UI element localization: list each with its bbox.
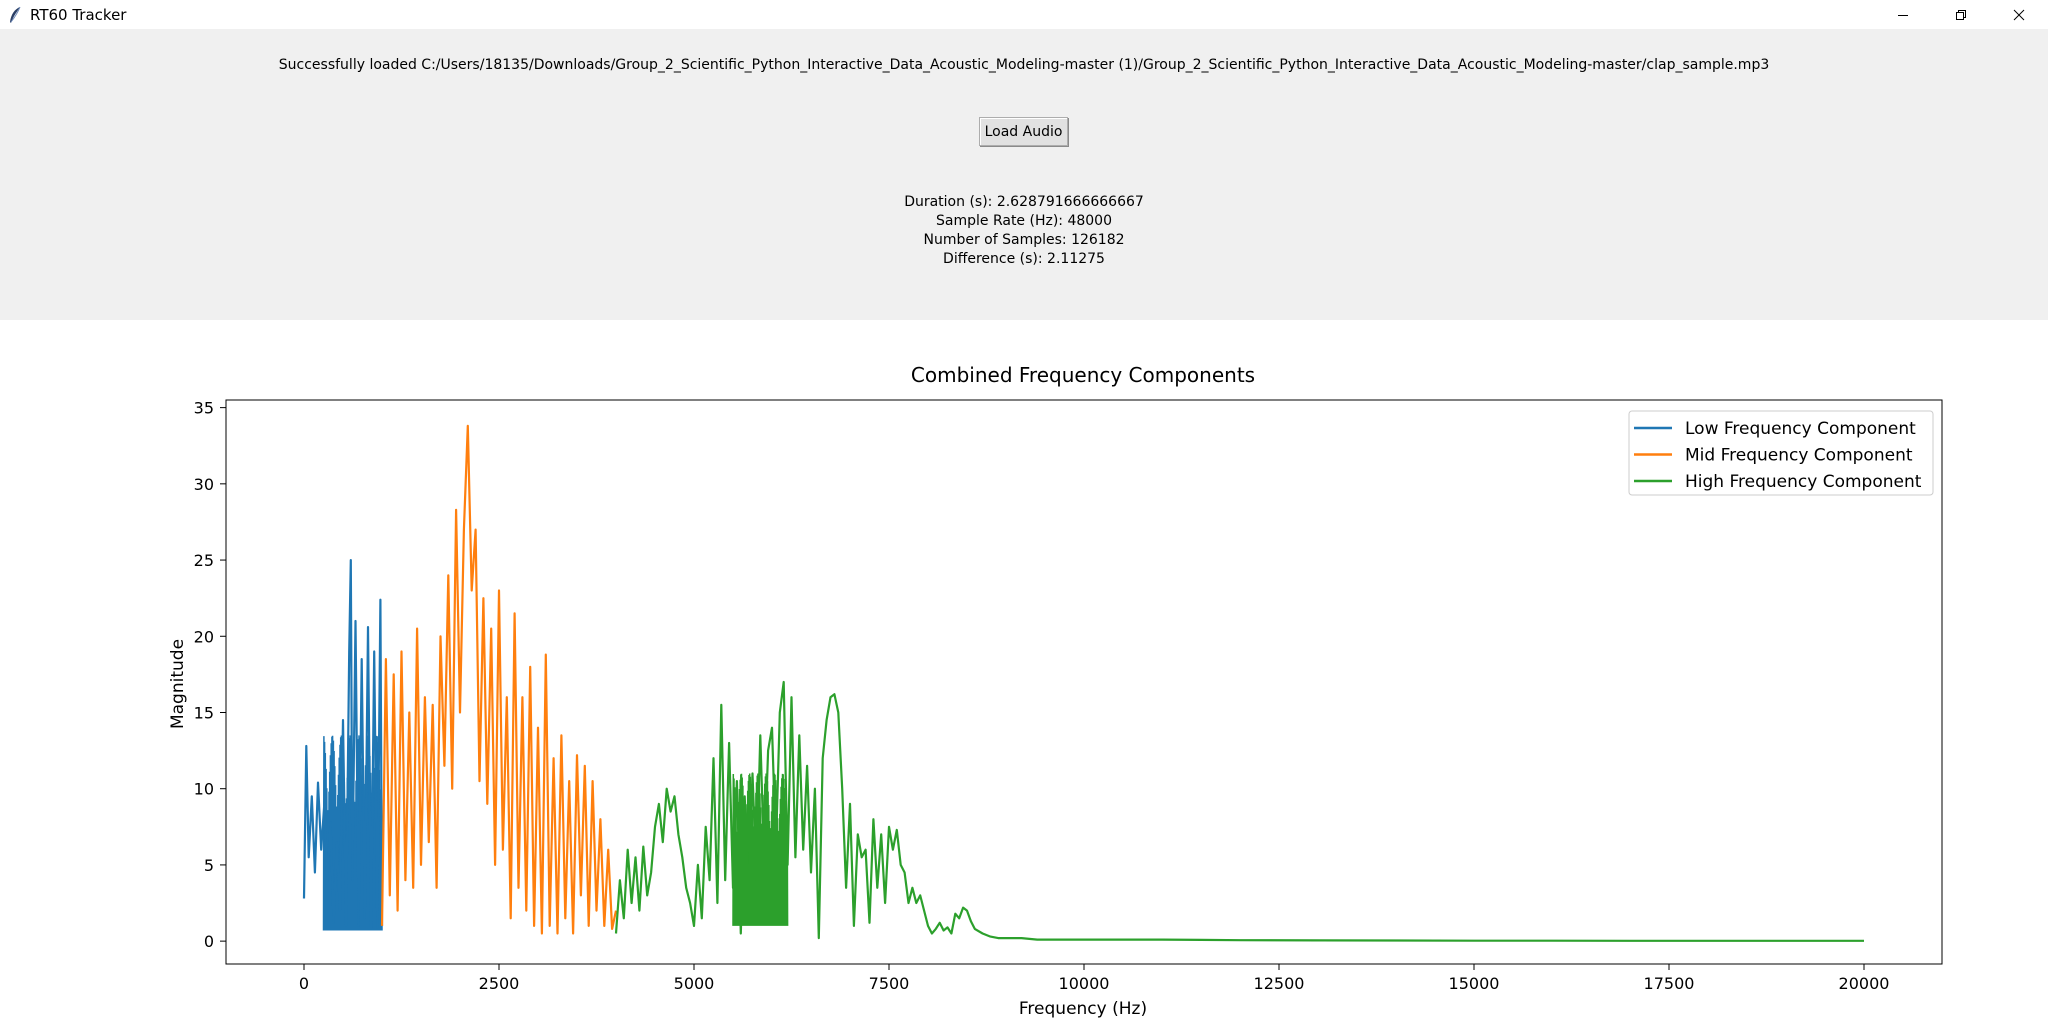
series-line-0 [302,559,384,931]
x-tick-label: 12500 [1254,974,1305,993]
x-axis-label: Frequency (Hz) [1019,999,1147,1019]
x-tick-label: 0 [299,974,309,993]
x-axis: 0 2500 5000 7500 10000 12500 15000 17500 20000 [299,964,1890,993]
window-controls [1874,0,2048,29]
minimize-icon[interactable] [1874,0,1932,29]
x-tick-label: 7500 [869,974,910,993]
legend-label-0: Low Frequency Component [1685,419,1916,439]
legend-box [1628,410,1934,496]
y-tick-label: 10 [194,780,214,799]
x-tick-label: 15000 [1449,974,1500,993]
x-tick-label: 10000 [1059,974,1110,993]
window-title: RT60 Tracker [30,5,127,24]
series-1 [380,424,618,935]
x-tick-label: 5000 [674,974,715,993]
y-tick-label: 15 [194,703,214,722]
series-2 [614,680,1864,942]
difference-label: Difference (s): 2.11275 [943,251,1105,267]
x-tick-label: 17500 [1644,974,1695,993]
x-tick-label: 20000 [1839,974,1890,993]
close-icon[interactable] [1990,0,2048,29]
y-axis: 0 5 10 15 20 25 30 35 [194,399,226,951]
y-tick-label: 5 [204,856,214,875]
y-tick-label: 20 [194,627,214,646]
legend-label-1: Mid Frequency Component [1685,446,1913,466]
plot-series [302,424,1864,942]
status-message: Successfully loaded C:/Users/18135/Downl… [278,57,1770,73]
series-line-1 [380,424,618,935]
num-samples-label: Number of Samples: 126182 [923,232,1125,248]
chart-legend: Low Frequency Component Mid Frequency Com… [1628,410,1934,496]
control-panel: Successfully loaded C:/Users/18135/Downl… [0,29,2048,320]
series-0 [302,559,384,931]
y-tick-label: 35 [194,399,214,418]
restore-icon[interactable] [1932,0,1990,29]
y-tick-label: 25 [194,551,214,570]
feather-icon [6,6,24,24]
title-bar[interactable]: RT60 Tracker [0,0,2048,29]
chart-title: Combined Frequency Components [911,363,1255,387]
y-tick-label: 30 [194,475,214,494]
sample-rate-label: Sample Rate (Hz): 48000 [936,213,1112,229]
frequency-chart: Combined Frequency Components Frequency … [168,363,1943,1019]
series-line-2 [614,680,1864,942]
y-tick-label: 0 [204,932,214,951]
x-tick-label: 2500 [479,974,520,993]
audio-stats: Duration (s): 2.628791666666667 Sample R… [0,193,2048,269]
series-2-band-0 [732,773,789,926]
legend-label-2: High Frequency Component [1685,472,1922,492]
y-axis-label: Magnitude [168,639,188,729]
duration-label: Duration (s): 2.628791666666667 [904,194,1144,210]
chart-area: Combined Frequency Components Frequency … [0,320,2048,1032]
load-audio-button[interactable]: Load Audio [979,117,1068,146]
